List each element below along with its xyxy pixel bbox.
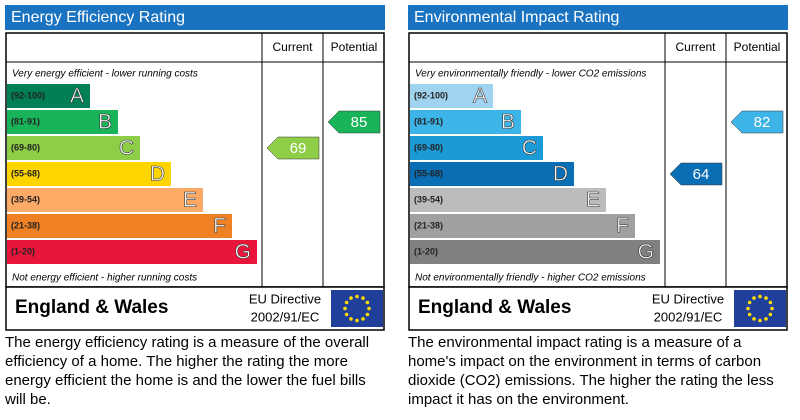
description: The energy efficiency rating is a measur… (5, 334, 370, 408)
directive: EU Directive (652, 291, 724, 306)
region: England & Wales (418, 297, 571, 318)
rating-arrow (669, 162, 723, 186)
band (410, 84, 493, 108)
band-letter: D (553, 163, 568, 186)
band-letter: C (522, 137, 537, 160)
eu-star (365, 300, 370, 305)
band-range: (21-38) (414, 220, 443, 230)
band-letter: E (586, 189, 600, 212)
eu-star (344, 312, 349, 317)
directive: EU Directive (249, 291, 321, 306)
band-letter: A (473, 85, 487, 108)
top-note: Very environmentally friendly - lower CO… (415, 69, 646, 80)
band (7, 240, 257, 264)
eu-star (758, 294, 762, 299)
chart-title: Energy Efficiency Rating (11, 9, 185, 26)
title-bar (408, 5, 788, 30)
directive: 2002/91/EC (654, 309, 723, 324)
rating-value: 64 (693, 166, 710, 183)
band (7, 136, 140, 160)
band (410, 188, 606, 212)
band-range: (1-20) (11, 246, 35, 256)
band-range: (81-91) (11, 116, 40, 126)
band-range: (39-54) (414, 194, 443, 204)
eu-star (349, 317, 353, 321)
description: The environmental impact rating is a mea… (408, 334, 774, 408)
band-letter: F (213, 215, 226, 238)
band-range: (55-68) (11, 168, 40, 178)
band-range: (92-100) (414, 90, 448, 100)
eu-star (365, 312, 370, 317)
eu-star (349, 296, 353, 300)
region: England & Wales (15, 297, 168, 318)
rating-arrow (266, 136, 320, 160)
band-range: (92-100) (11, 90, 45, 100)
band (410, 162, 574, 186)
band-letter: A (70, 85, 84, 108)
band-letter: G (235, 241, 251, 264)
band-letter: D (150, 163, 165, 186)
band (7, 188, 203, 212)
eu-star (367, 306, 371, 311)
band (410, 110, 521, 134)
band-letter: C (119, 137, 134, 160)
eu-star (747, 312, 752, 317)
eu-star (770, 306, 774, 311)
band-range: (39-54) (11, 194, 40, 204)
chart-title: Environmental Impact Rating (414, 9, 619, 26)
rating-arrow (327, 110, 381, 134)
band-letter: E (183, 189, 197, 212)
band (7, 110, 118, 134)
eu-star (355, 318, 359, 323)
column-header: Potential (734, 40, 781, 54)
column-header: Current (272, 40, 313, 54)
band-letter: G (638, 241, 654, 264)
band-range: (21-38) (11, 220, 40, 230)
band (7, 84, 90, 108)
eu-star (361, 317, 365, 321)
band (7, 162, 171, 186)
band-letter: F (616, 215, 629, 238)
eu-star (758, 318, 762, 323)
band (410, 136, 543, 160)
top-note: Very energy efficient - lower running co… (12, 69, 198, 80)
column-header: Potential (331, 40, 378, 54)
eu-star (764, 317, 768, 321)
eu-star (768, 300, 773, 305)
band (7, 214, 232, 238)
eu-star (344, 300, 349, 305)
band-letter: B (98, 111, 112, 134)
rating-value: 85 (351, 114, 368, 131)
bottom-note: Not environmentally friendly - higher CO… (415, 273, 646, 284)
eu-star (747, 300, 752, 305)
footer (5, 286, 385, 331)
eu-star (752, 317, 756, 321)
band (410, 240, 660, 264)
directive: 2002/91/EC (251, 309, 320, 324)
eu-star (361, 296, 365, 300)
eu-star (343, 306, 347, 311)
rating-value: 82 (754, 114, 771, 131)
band (410, 214, 635, 238)
eu-star (752, 296, 756, 300)
title-bar (5, 5, 385, 30)
band-range: (1-20) (414, 246, 438, 256)
eu-star (746, 306, 750, 311)
eu-star (768, 312, 773, 317)
band-letter: B (501, 111, 515, 134)
band-range: (81-91) (414, 116, 443, 126)
band-range: (69-80) (414, 142, 443, 152)
column-header: Current (675, 40, 716, 54)
rating-arrow (730, 110, 784, 134)
footer (408, 286, 788, 331)
eu-star (764, 296, 768, 300)
rating-value: 69 (290, 140, 307, 157)
band-range: (55-68) (414, 168, 443, 178)
bottom-note: Not energy efficient - higher running co… (12, 273, 197, 284)
eu-star (355, 294, 359, 299)
band-range: (69-80) (11, 142, 40, 152)
